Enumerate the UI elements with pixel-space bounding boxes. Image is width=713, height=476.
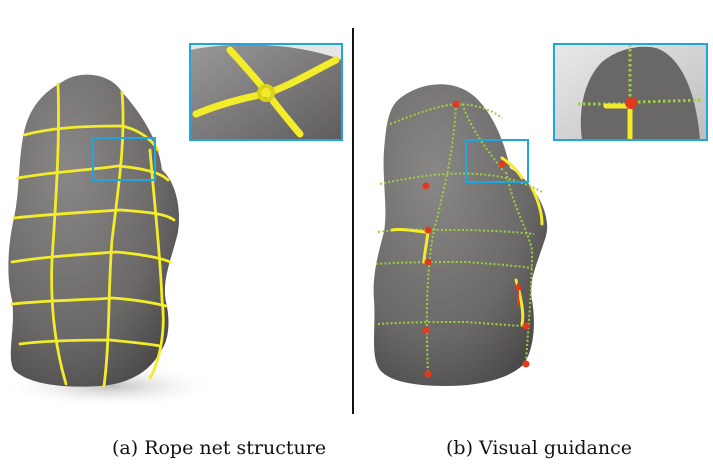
highlight-box	[465, 139, 529, 183]
panel-rope-net	[0, 0, 352, 420]
panel-divider	[352, 28, 354, 414]
zoom-marker	[625, 97, 637, 109]
panel-visual-guidance	[356, 0, 713, 420]
rope-net-figure	[0, 43, 343, 408]
visual-guidance-figure	[373, 43, 708, 386]
zoom-inset	[553, 43, 708, 141]
caption-visual-guidance: (b) Visual guidance	[446, 437, 633, 459]
rope-net	[10, 82, 176, 388]
zoom-inset	[189, 43, 343, 141]
statue-body	[373, 84, 548, 386]
guidance-markers	[422, 100, 530, 378]
highlight-box	[92, 137, 156, 181]
statue-body	[8, 74, 180, 387]
caption-rope-net: (a) Rope net structure	[112, 437, 327, 459]
direction-arrow	[514, 282, 522, 306]
